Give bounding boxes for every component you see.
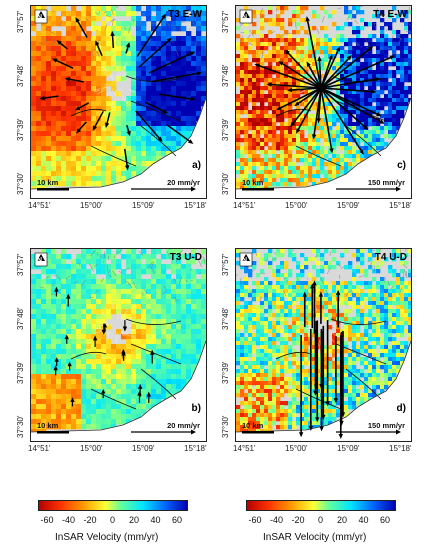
scale-bar-velocity: 150 mm/yr: [367, 178, 405, 187]
colorbar-tick: -20: [83, 515, 97, 525]
panel-title: T3 U-D: [169, 252, 202, 263]
panel-b: T3 U-D b) 10 km 20 mm/yr N: [30, 248, 207, 442]
y-tick-label: 37°48': [16, 64, 25, 87]
scale-bar-km: 10 km: [37, 178, 59, 187]
x-tick-label: 14°51': [233, 444, 256, 453]
y-tick-label: 37°39': [16, 118, 25, 141]
y-tick-label: 37°57': [16, 10, 25, 33]
x-tick-label: 15°00': [80, 444, 103, 453]
y-tick-label: 37°39': [221, 118, 230, 141]
x-tick-label: 15°00': [285, 444, 308, 453]
x-tick-label: 14°51': [233, 201, 256, 210]
map-canvas: [31, 249, 206, 441]
y-tick-label: 37°57': [221, 10, 230, 33]
y-tick-label: 37°57': [221, 253, 230, 276]
map-canvas: [236, 249, 411, 441]
colorbar-title-left: InSAR Velocity (mm/yr): [55, 532, 159, 543]
y-tick-label: 37°48': [221, 307, 230, 330]
x-tick-label: 15°00': [80, 201, 103, 210]
y-tick-label: 37°48': [221, 64, 230, 87]
y-tick-label: 37°57': [16, 253, 25, 276]
y-tick-label: 37°48': [16, 307, 25, 330]
x-tick-label: 15°09': [337, 444, 360, 453]
colorbar-tick: 20: [337, 515, 348, 525]
scale-bar-velocity: 150 mm/yr: [367, 421, 405, 430]
x-tick-label: 15°18': [389, 201, 412, 210]
colorbar-tick: 0: [110, 515, 116, 525]
map-canvas: [236, 6, 411, 198]
x-tick-label: 15°09': [337, 201, 360, 210]
colorbar-left: [38, 500, 188, 511]
colorbar-right: [246, 500, 396, 511]
y-tick-label: 37°30': [16, 172, 25, 195]
x-tick-label: 15°18': [184, 444, 207, 453]
colorbar-title-right: InSAR Velocity (mm/yr): [263, 532, 367, 543]
y-tick-label: 37°39': [221, 361, 230, 384]
y-tick-label: 37°30': [16, 415, 25, 438]
colorbar-tick: 40: [358, 515, 369, 525]
x-tick-label: 15°00': [285, 201, 308, 210]
scale-bar-velocity: 20 mm/yr: [167, 421, 200, 430]
x-tick-label: 15°09': [132, 201, 155, 210]
colorbar-tick: -40: [270, 515, 284, 525]
x-tick-label: 15°09': [132, 444, 155, 453]
x-tick-label: 15°18': [389, 444, 412, 453]
scale-bar-velocity: 20 mm/yr: [167, 178, 200, 187]
panel-letter: d): [396, 403, 406, 414]
panel-letter: b): [191, 403, 201, 414]
y-tick-label: 37°30': [221, 172, 230, 195]
x-tick-label: 14°51': [28, 201, 51, 210]
colorbar-tick: -60: [248, 515, 262, 525]
x-tick-label: 15°18': [184, 201, 207, 210]
colorbar-tick: 60: [172, 515, 183, 525]
north-arrow-icon: N: [37, 14, 43, 21]
map-canvas: [31, 6, 206, 198]
colorbar-tick: 0: [318, 515, 324, 525]
colorbar-tick: -60: [40, 515, 54, 525]
scale-bar-km: 10 km: [242, 421, 264, 430]
north-arrow-icon: N: [242, 14, 248, 21]
panel-letter: a): [192, 160, 201, 171]
north-arrow-icon: N: [37, 257, 43, 264]
scale-bar-km: 10 km: [242, 178, 264, 187]
scale-bar-km: 10 km: [37, 421, 59, 430]
panel-title: T4 E-W: [373, 9, 407, 20]
colorbar-tick: -40: [62, 515, 76, 525]
panel-c: T4 E-W c) 10 km 150 mm/yr N: [235, 5, 412, 199]
panel-d: T4 U-D d) 10 km 150 mm/yr N: [235, 248, 412, 442]
north-arrow-icon: N: [242, 257, 248, 264]
panel-title: T4 U-D: [374, 252, 407, 263]
colorbar-tick: -20: [291, 515, 305, 525]
x-tick-label: 14°51': [28, 444, 51, 453]
colorbar-tick: 40: [150, 515, 161, 525]
panel-letter: c): [397, 160, 406, 171]
colorbar-tick: 60: [380, 515, 391, 525]
colorbar-tick: 20: [129, 515, 140, 525]
y-tick-label: 37°39': [16, 361, 25, 384]
panel-a: T3 E-W a) 10 km 20 mm/yr N: [30, 5, 207, 199]
panel-title: T3 E-W: [168, 9, 202, 20]
y-tick-label: 37°30': [221, 415, 230, 438]
